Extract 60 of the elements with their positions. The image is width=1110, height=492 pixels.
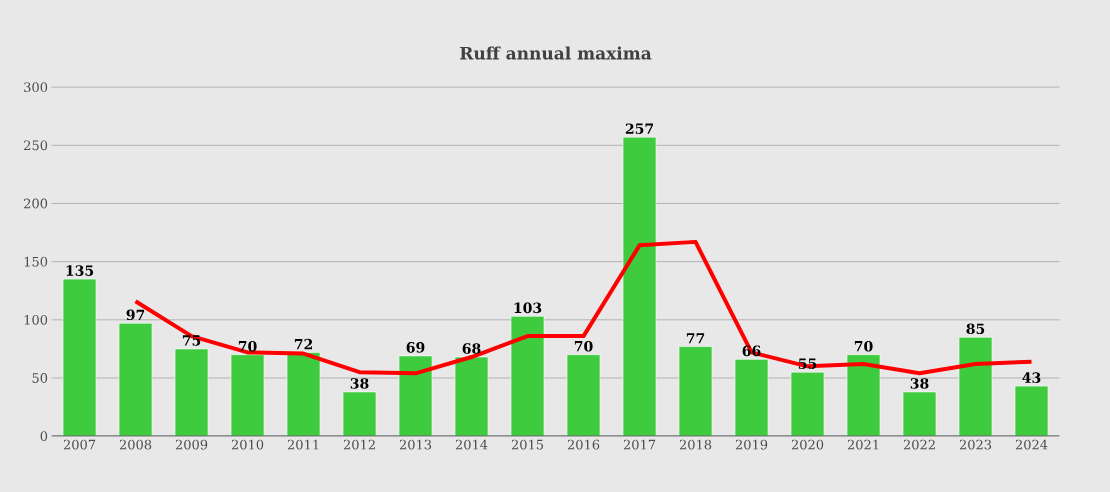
chart-title: Ruff annual maxima — [460, 46, 652, 60]
x-tick-label: 2020 — [791, 439, 824, 450]
bar — [622, 136, 657, 437]
data-label: 97 — [126, 309, 145, 321]
y-tick-label: 250 — [24, 140, 48, 151]
bar — [1014, 385, 1049, 437]
bar — [958, 336, 993, 437]
x-tick-label: 2017 — [623, 439, 656, 450]
x-tick-label: 2019 — [735, 439, 768, 450]
data-label: 43 — [1022, 372, 1041, 383]
y-tick-label: 200 — [24, 198, 48, 209]
bar — [230, 354, 265, 437]
x-tick-label: 2011 — [287, 439, 319, 450]
data-label: 70 — [238, 340, 257, 352]
data-label: 38 — [350, 378, 369, 389]
data-label: 103 — [514, 302, 542, 314]
data-label: 69 — [406, 342, 425, 353]
data-label: 75 — [182, 335, 201, 346]
data-label: 257 — [625, 123, 653, 134]
bar — [510, 316, 545, 437]
bar — [566, 354, 601, 437]
data-label: 85 — [966, 323, 985, 335]
x-tick-label: 2014 — [455, 439, 488, 450]
bar — [398, 355, 433, 437]
data-label: 72 — [294, 338, 313, 350]
x-tick-label: 2013 — [399, 439, 432, 450]
x-tick-label: 2015 — [511, 439, 544, 450]
x-tick-label: 2024 — [1015, 439, 1048, 450]
data-label: 70 — [574, 340, 593, 352]
x-tick-label: 2012 — [343, 439, 375, 450]
data-label: 70 — [854, 340, 873, 352]
data-label: 38 — [910, 378, 929, 389]
x-tick-label: 2022 — [903, 439, 935, 450]
bar — [286, 352, 321, 437]
x-tick-label: 2018 — [679, 439, 712, 450]
x-tick-label: 2023 — [959, 439, 992, 450]
bar — [62, 278, 97, 437]
bar — [454, 356, 489, 437]
data-label: 77 — [686, 333, 705, 344]
data-label: 68 — [462, 343, 481, 354]
bar — [734, 359, 769, 437]
y-tick-label: 100 — [24, 314, 48, 325]
x-tick-label: 2009 — [175, 439, 208, 450]
y-tick-label: 300 — [24, 82, 48, 93]
x-tick-label: 2016 — [567, 439, 600, 450]
bar — [902, 391, 937, 437]
bar — [118, 323, 153, 437]
bar — [174, 348, 209, 437]
y-tick-label: 50 — [32, 373, 48, 383]
bar — [678, 346, 713, 437]
bar — [790, 371, 825, 437]
bar — [342, 391, 377, 437]
x-tick-label: 2021 — [847, 439, 879, 450]
bar — [846, 354, 881, 437]
data-label: 135 — [66, 265, 94, 276]
x-tick-label: 2008 — [119, 439, 152, 450]
x-tick-label: 2010 — [231, 439, 264, 450]
y-tick-label: 0 — [40, 431, 48, 442]
x-tick-label: 2007 — [63, 439, 96, 450]
y-tick-label: 150 — [24, 256, 48, 267]
